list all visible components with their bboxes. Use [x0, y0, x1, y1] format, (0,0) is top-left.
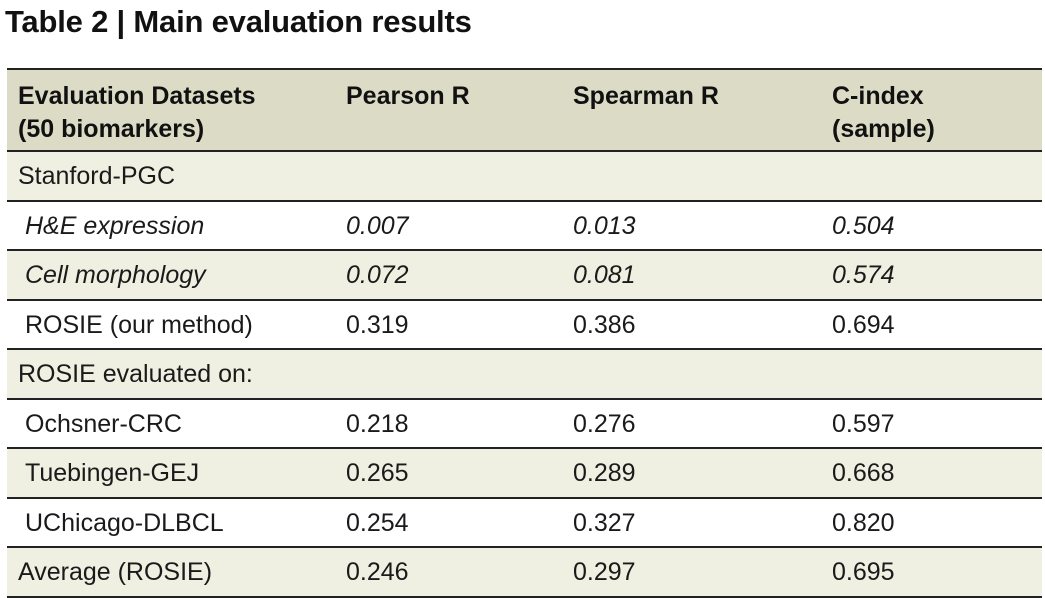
- header-cindex-line2: (sample): [832, 115, 935, 143]
- pearson-value: 0.072: [346, 261, 409, 289]
- spearman-value: 0.327: [573, 508, 636, 537]
- cindex-value: 0.668: [832, 459, 895, 487]
- pearson-value: 0.254: [346, 508, 409, 537]
- row-label: ROSIE evaluated on:: [18, 360, 253, 388]
- header-spearman: Spearman R: [573, 82, 719, 110]
- pearson-value: 0.265: [346, 459, 409, 487]
- table-row: Cell morphology 0.072 0.081 0.574: [7, 251, 1042, 301]
- cindex-value: 0.597: [832, 409, 895, 438]
- table-row: UChicago-DLBCL 0.254 0.327 0.820: [7, 499, 1042, 548]
- spearman-value: 0.013: [573, 211, 636, 240]
- row-label: H&E expression: [25, 211, 205, 240]
- header-datasets-line1: Evaluation Datasets: [18, 82, 256, 110]
- cindex-value: 0.695: [832, 558, 895, 586]
- header-pearson: Pearson R: [346, 82, 470, 110]
- row-label: Ochsner-CRC: [25, 409, 182, 438]
- table-caption: Table 2 | Main evaluation results: [5, 4, 472, 39]
- table-row: ROSIE (our method) 0.319 0.386 0.694: [7, 301, 1042, 350]
- row-label: ROSIE (our method): [25, 310, 253, 339]
- row-label: Average (ROSIE): [18, 558, 213, 586]
- cindex-value: 0.820: [832, 508, 895, 537]
- table-row: H&E expression 0.007 0.013 0.504: [7, 202, 1042, 251]
- pearson-value: 0.218: [346, 409, 409, 438]
- header-cindex-line1: C-index: [832, 82, 924, 110]
- cindex-value: 0.694: [832, 310, 895, 339]
- pearson-value: 0.246: [346, 558, 409, 586]
- spearman-value: 0.289: [573, 459, 636, 487]
- cindex-value: 0.504: [832, 211, 895, 240]
- spearman-value: 0.081: [573, 261, 636, 289]
- row-label: Tuebingen-GEJ: [25, 459, 200, 487]
- table-row: Tuebingen-GEJ 0.265 0.289 0.668: [7, 449, 1042, 499]
- spearman-value: 0.297: [573, 558, 636, 586]
- row-label: Stanford-PGC: [18, 162, 176, 190]
- row-label: Cell morphology: [25, 261, 206, 289]
- table-row: Ochsner-CRC 0.218 0.276 0.597: [7, 400, 1042, 449]
- table-row-average: Average (ROSIE) 0.246 0.297 0.695: [7, 548, 1042, 598]
- pearson-value: 0.319: [346, 310, 409, 339]
- table-row-group-stanford: Stanford-PGC: [7, 152, 1042, 202]
- header-cindex: C-index (sample): [832, 80, 935, 146]
- header-datasets: Evaluation Datasets (50 biomarkers): [18, 80, 256, 146]
- table-header: Evaluation Datasets (50 biomarkers) Pear…: [7, 70, 1042, 152]
- results-table: Evaluation Datasets (50 biomarkers) Pear…: [7, 68, 1042, 598]
- spearman-value: 0.386: [573, 310, 636, 339]
- header-datasets-line2: (50 biomarkers): [18, 115, 205, 143]
- cindex-value: 0.574: [832, 261, 895, 289]
- table-row-group-rosie: ROSIE evaluated on:: [7, 350, 1042, 400]
- pearson-value: 0.007: [346, 211, 409, 240]
- spearman-value: 0.276: [573, 409, 636, 438]
- row-label: UChicago-DLBCL: [25, 508, 224, 537]
- table-top-rule: [7, 68, 1042, 70]
